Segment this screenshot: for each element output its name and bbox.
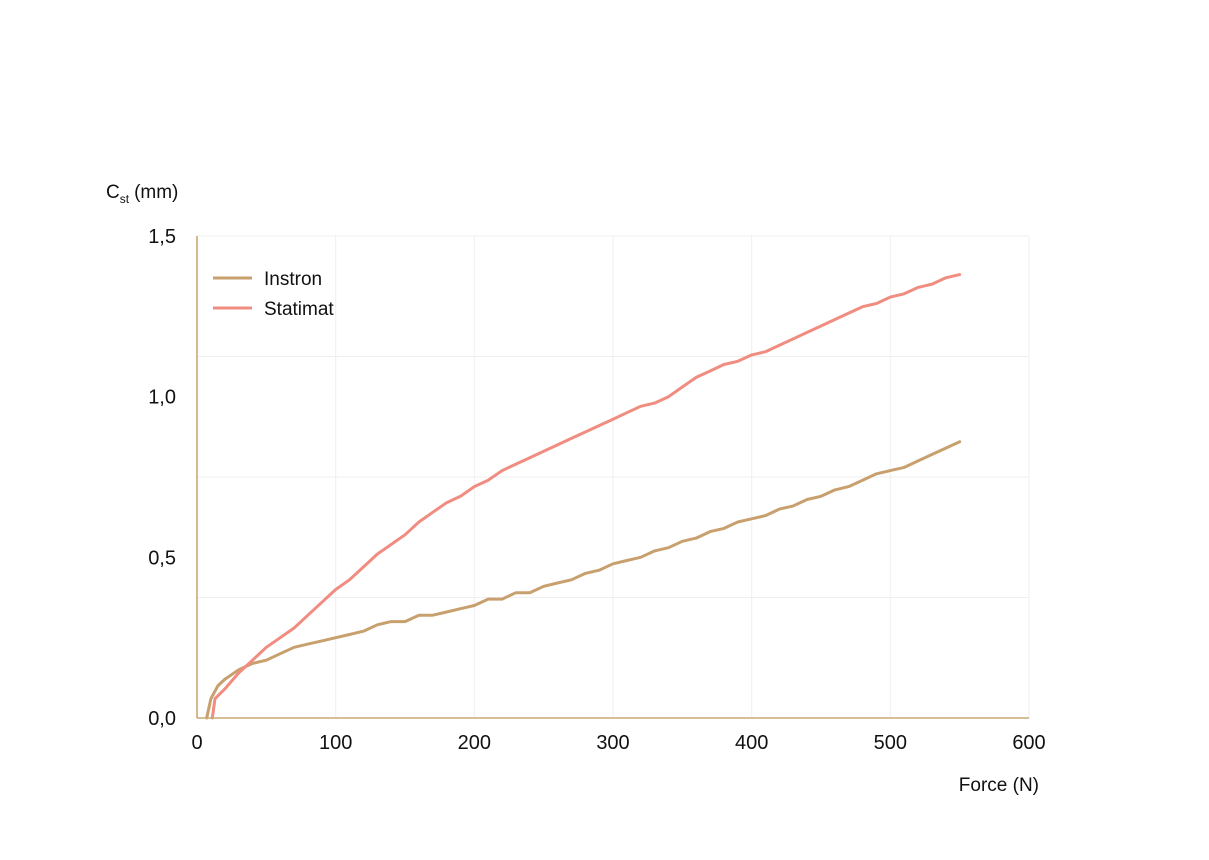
axes: [196, 236, 1029, 719]
y-tick-label: 0,0: [148, 708, 176, 730]
legend-label-instron: Instron: [264, 269, 322, 290]
series-lines: [205, 273, 962, 720]
legend-label-statimat: Statimat: [264, 299, 334, 320]
y-tick-label: 0,5: [148, 547, 176, 569]
x-axis-title: Force (N): [959, 775, 1039, 796]
y-tick-label: 1,5: [148, 226, 176, 248]
x-tick-label: 400: [735, 732, 768, 754]
x-tick-label: 0: [191, 732, 202, 754]
series-line-statimat: [210, 273, 962, 720]
y-tick-label: 1,0: [148, 387, 176, 409]
legend: Instron Statimat: [213, 269, 334, 320]
x-tick-label: 300: [596, 732, 629, 754]
x-tick-label: 100: [319, 732, 352, 754]
x-tick-label: 600: [1012, 732, 1045, 754]
tick-labels: 0 100 200 300 400 500 600 0,0 0,5 1,0 1,5: [148, 226, 1046, 754]
grid-lines: [197, 235, 1030, 718]
series-line-instron: [205, 440, 962, 720]
x-tick-label: 500: [874, 732, 907, 754]
y-axis-title: Cst (mm): [106, 182, 178, 206]
x-tick-label: 200: [458, 732, 491, 754]
